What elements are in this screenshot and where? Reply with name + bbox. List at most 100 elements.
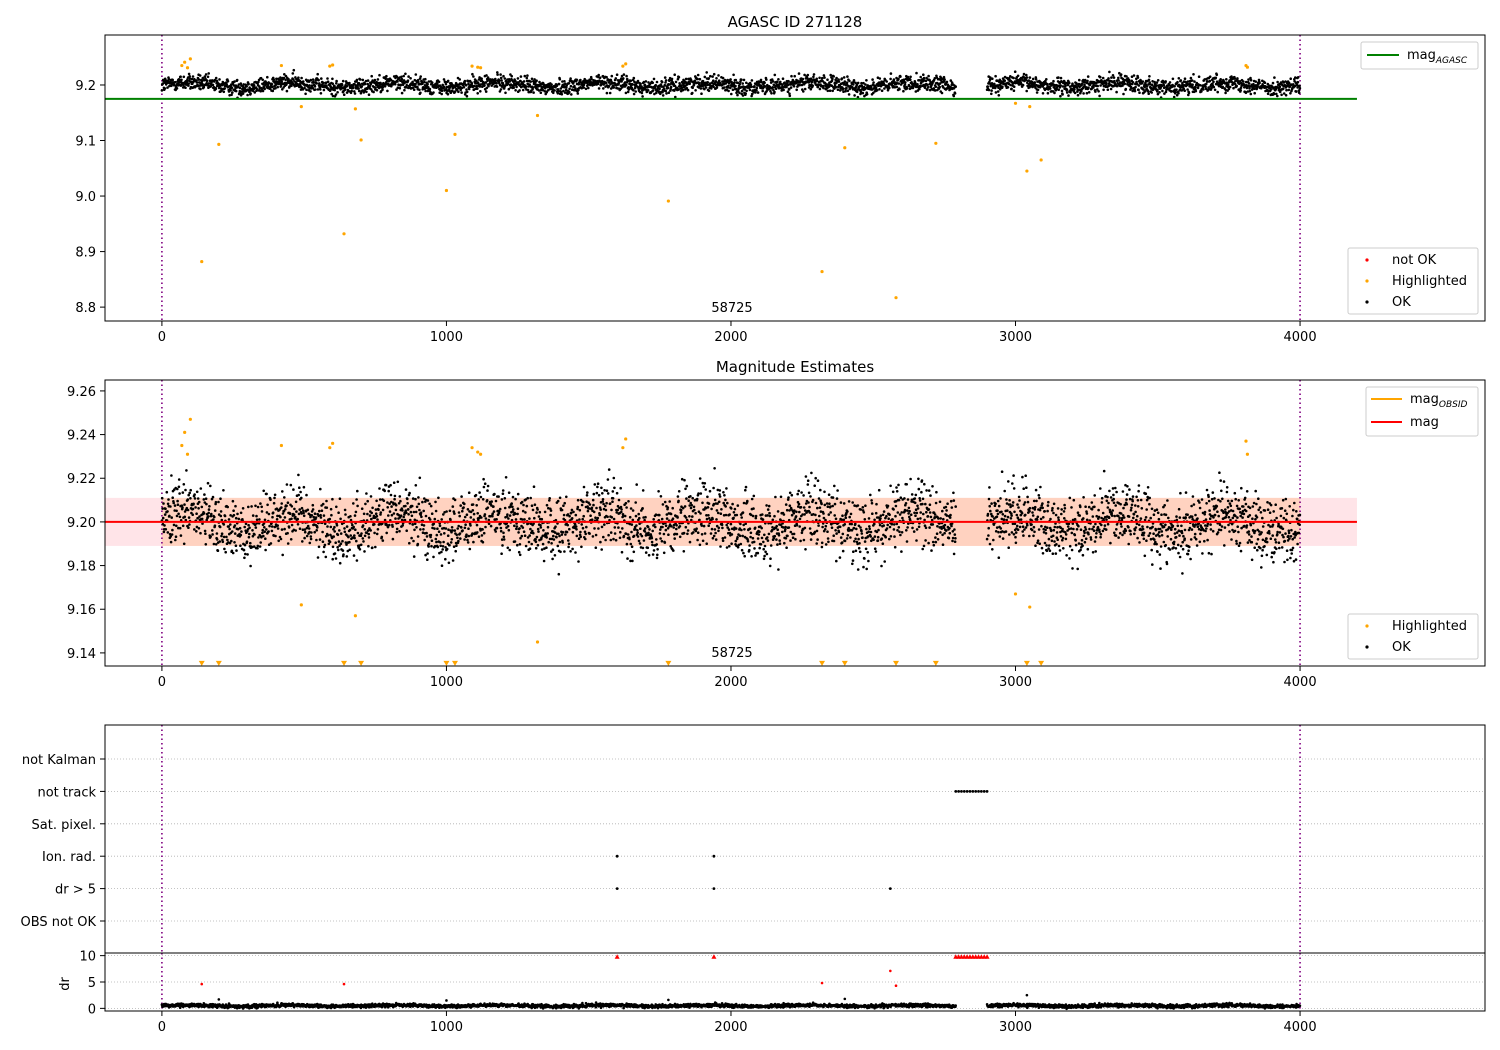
ok-point (272, 78, 276, 81)
ok-point (232, 513, 236, 517)
ok-point (259, 541, 263, 544)
ok-point (732, 73, 735, 77)
ok-point (439, 541, 442, 544)
ok-point (363, 528, 367, 531)
ok-point (239, 511, 243, 515)
ok-point (515, 85, 518, 89)
ok-point (476, 87, 479, 90)
ok-point (545, 536, 548, 539)
ok-point (174, 80, 177, 84)
ok-point (566, 523, 569, 527)
ok-point (761, 89, 764, 93)
ok-point (213, 524, 217, 527)
ok-point (219, 514, 223, 518)
ok-point (660, 539, 664, 543)
ok-point (404, 504, 407, 508)
ok-point (498, 510, 501, 513)
ok-point (284, 78, 287, 82)
ok-point (790, 74, 793, 78)
ok-point (602, 87, 605, 90)
ok-point (587, 86, 590, 90)
ok-point (341, 539, 344, 543)
ok-point (507, 491, 511, 495)
ok-point (265, 528, 268, 531)
ok-point (1197, 75, 1201, 78)
ok-point (172, 523, 176, 527)
ok-point (625, 506, 628, 509)
ok-point (456, 527, 460, 530)
ok-point (182, 483, 186, 486)
ok-point (360, 85, 364, 88)
ok-point (225, 535, 228, 539)
ok-point (326, 533, 330, 537)
ok-point (953, 92, 957, 95)
ok-point (506, 513, 509, 516)
ok-point (256, 546, 259, 550)
ok-point (641, 507, 644, 510)
ok-point (627, 500, 630, 503)
ok-point (363, 82, 367, 86)
ok-point (1156, 79, 1160, 82)
ok-point (651, 89, 655, 92)
ok-point (615, 73, 619, 76)
ok-point (490, 84, 494, 87)
ok-point (632, 534, 636, 538)
ok-point (325, 84, 328, 87)
ok-point (343, 508, 347, 512)
ok-point (387, 514, 390, 517)
ok-point (249, 564, 252, 568)
ok-point (458, 514, 462, 518)
ok-point (365, 90, 368, 94)
ok-point (166, 86, 169, 89)
ok-point (632, 550, 636, 554)
ok-point (641, 489, 645, 492)
ok-point (545, 90, 548, 94)
ok-point (1132, 74, 1136, 77)
ok-point (465, 513, 469, 516)
ok-point (524, 511, 527, 514)
ok-point (1021, 83, 1025, 87)
ok-point (178, 515, 182, 519)
ok-point (372, 90, 375, 94)
ok-point (322, 88, 326, 92)
ok-point (199, 531, 202, 535)
ok-point (634, 90, 637, 93)
ok-point (183, 503, 186, 506)
ok-point (519, 75, 523, 78)
ok-point (375, 499, 378, 503)
ok-point (556, 92, 560, 95)
ok-point (889, 77, 892, 81)
ok-point (281, 88, 284, 91)
ok-point (459, 504, 463, 507)
ok-point (483, 513, 487, 516)
ok-point (628, 515, 632, 519)
ok-point (604, 504, 607, 508)
ok-point (348, 540, 351, 544)
ok-point (298, 508, 302, 511)
ok-point (1155, 81, 1159, 84)
x-tick-label: 4000 (1284, 330, 1317, 345)
ok-point (557, 89, 560, 93)
ok-point (251, 529, 254, 532)
ok-point (499, 526, 503, 530)
ok-point (407, 75, 410, 78)
ok-point (329, 525, 333, 529)
ok-point (666, 86, 670, 90)
ok-point (296, 517, 300, 521)
ok-point (895, 85, 899, 89)
ok-point (1194, 89, 1198, 93)
ok-point (202, 512, 206, 515)
ok-point (594, 546, 598, 549)
ok-point (606, 515, 609, 519)
ok-point (213, 509, 217, 512)
ok-point (365, 492, 368, 495)
ok-point (270, 85, 274, 89)
ok-point (353, 514, 357, 517)
ok-point (384, 483, 388, 487)
ok-point (179, 75, 182, 78)
ok-point (597, 87, 601, 90)
ok-point (592, 503, 595, 507)
ok-point (275, 77, 278, 81)
ok-point (707, 89, 711, 93)
ok-point (351, 86, 355, 90)
